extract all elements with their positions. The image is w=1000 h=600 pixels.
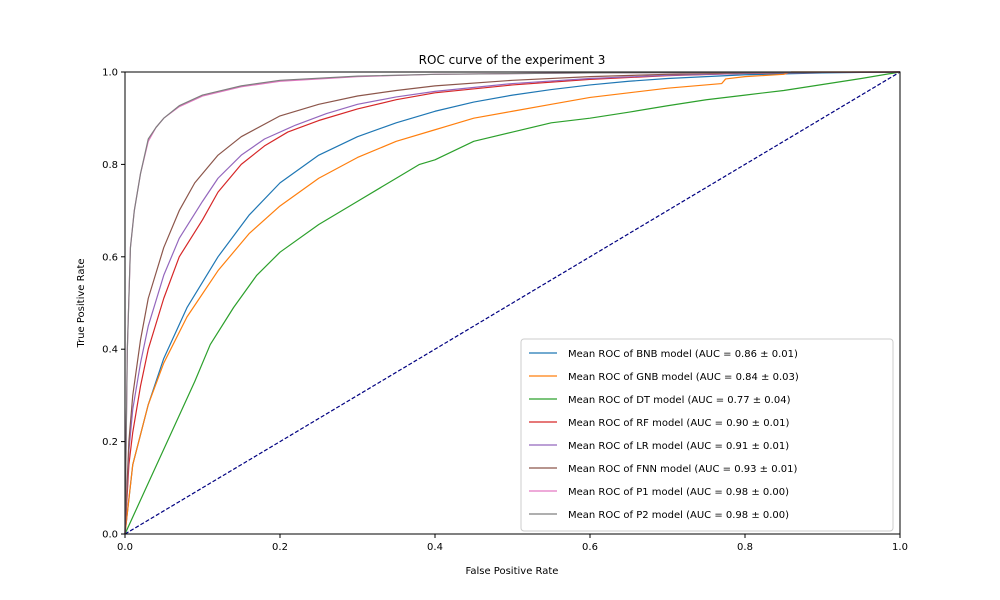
- x-tick-label: 0.2: [272, 542, 288, 553]
- legend-entry-4: Mean ROC of RF model (AUC = 0.90 ± 0.01): [568, 418, 789, 429]
- y-tick-label: 0.2: [102, 437, 118, 448]
- legend-entry-8: Mean ROC of P2 model (AUC = 0.98 ± 0.00): [568, 510, 789, 521]
- x-tick-label: 0.8: [737, 542, 753, 553]
- x-tick-label: 0.6: [582, 542, 598, 553]
- series-line-4: [124, 71, 901, 535]
- legend-entry-2: Mean ROC of GNB model (AUC = 0.84 ± 0.03…: [568, 372, 799, 383]
- series-line-1: [124, 71, 901, 535]
- y-tick-label: 0.4: [102, 345, 118, 356]
- y-tick-label: 1.0: [102, 68, 118, 79]
- legend-box: [520, 338, 894, 532]
- chance-line: [124, 71, 901, 535]
- series-line-5: [124, 71, 901, 535]
- legend-entry-3: Mean ROC of DT model (AUC = 0.77 ± 0.04): [568, 395, 791, 406]
- x-tick-label: 0.0: [117, 542, 133, 553]
- x-tick-label: 0.4: [427, 542, 443, 553]
- plot-frame: [124, 71, 901, 535]
- x-tick-label: 1.0: [892, 542, 908, 553]
- plot-area: 0.0 0.2 0.4 0.6 0.8 1.0 0.0 0.2 0.4 0.6 0.8 1.0: [102, 68, 908, 554]
- y-tick-label: 0.6: [102, 252, 118, 263]
- y-axis-label: True Positive Rate: [76, 258, 87, 348]
- series-line-6: [124, 71, 901, 535]
- x-axis-label: False Positive Rate: [466, 566, 559, 577]
- legend-entry-5: Mean ROC of LR model (AUC = 0.91 ± 0.01): [568, 441, 789, 452]
- legend-entry-7: Mean ROC of P1 model (AUC = 0.98 ± 0.00): [568, 487, 789, 498]
- y-tick-label: 0.0: [102, 530, 118, 541]
- series-line-3: [124, 71, 901, 535]
- y-tick-label: 0.8: [102, 160, 118, 171]
- legend: Mean ROC of BNB model (AUC = 0.86 ± 0.01…: [520, 338, 894, 532]
- legend-entry-1: Mean ROC of BNB model (AUC = 0.86 ± 0.01…: [568, 349, 798, 360]
- legend-entry-6: Mean ROC of FNN model (AUC = 0.93 ± 0.01…: [568, 464, 797, 475]
- series-line-2: [124, 71, 900, 535]
- chart-title: ROC curve of the experiment 3: [419, 53, 606, 67]
- series-line-8: [124, 71, 901, 535]
